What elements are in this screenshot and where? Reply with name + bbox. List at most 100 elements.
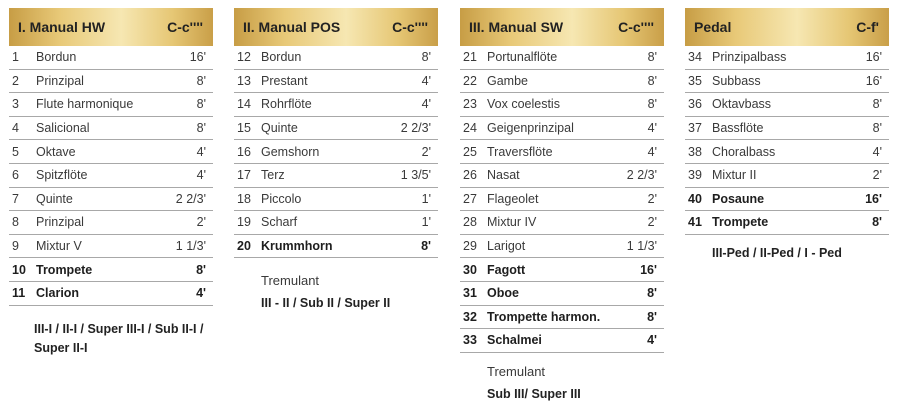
stop-row: 41 Trompete 8'	[685, 211, 889, 235]
stop-row: 14 Rohrflöte 4'	[234, 93, 438, 117]
stop-pitch: 8'	[872, 97, 882, 112]
stop-name: Larigot	[487, 239, 526, 254]
stop-row: 7 Quinte 2 2/3'	[9, 188, 213, 212]
division-header: I. Manual HW C-c''''	[9, 8, 213, 46]
stop-number: 20	[237, 239, 251, 254]
division-header: II. Manual POS C-c''''	[234, 8, 438, 46]
stop-number: 12	[237, 50, 251, 65]
stop-number: 15	[237, 121, 251, 136]
stop-row: 25 Traversflöte 4'	[460, 140, 664, 164]
stop-row: 16 Gemshorn 2'	[234, 140, 438, 164]
stop-name: Trompete	[36, 262, 93, 277]
division-range: C-c''''	[167, 19, 203, 35]
stop-number: 6	[12, 168, 19, 183]
division-title: III. Manual SW	[469, 19, 564, 35]
stop-pitch: 8'	[647, 50, 657, 65]
stop-row: 13 Prestant 4'	[234, 70, 438, 94]
division-range: C-c''''	[392, 19, 428, 35]
stop-row: 12 Bordun 8'	[234, 46, 438, 70]
stop-number: 21	[463, 50, 477, 65]
stop-name: Salicional	[36, 121, 90, 136]
stop-row: 33 Schalmei 4'	[460, 329, 664, 353]
stop-name: Geigenprinzipal	[487, 121, 574, 136]
stop-pitch: 8'	[421, 239, 431, 254]
stop-number: 16	[237, 144, 251, 159]
stop-number: 29	[463, 239, 477, 254]
stop-row: 29 Larigot 1 1/3'	[460, 235, 664, 259]
stop-row: 8 Prinzipal 2'	[9, 211, 213, 235]
stop-pitch: 4'	[196, 286, 206, 301]
stop-number: 13	[237, 73, 251, 88]
stop-row: 35 Subbass 16'	[685, 70, 889, 94]
stop-row: 24 Geigenprinzipal 4'	[460, 117, 664, 141]
stop-pitch: 2'	[872, 168, 882, 183]
stop-name: Clarion	[36, 286, 80, 301]
stop-pitch: 8'	[872, 215, 882, 230]
stop-number: 33	[463, 333, 477, 348]
division-pedal: Pedal C-f' 34 Prinzipalbass 16' 35 Subbass 16…	[685, 8, 889, 235]
division-manual-hw: I. Manual HW C-c'''' 1 Bordun 16' 2 Prinzipa…	[9, 8, 213, 306]
stop-number: 7	[12, 191, 19, 206]
stop-number: 9	[12, 239, 19, 254]
stop-number: 37	[688, 121, 702, 136]
stop-list: 21 Portunalflöte 8' 22 Gambe 8' 23 Vox coelesti…	[460, 46, 664, 353]
stop-row: 10 Trompete 8'	[9, 258, 213, 282]
stop-row: 15 Quinte 2 2/3'	[234, 117, 438, 141]
stop-name: Vox coelestis	[487, 97, 560, 112]
stop-row: 11 Clarion 4'	[9, 282, 213, 306]
stop-number: 27	[463, 191, 477, 206]
stop-number: 30	[463, 262, 477, 277]
stop-pitch: 16'	[865, 73, 882, 88]
division-manual-pos: II. Manual POS C-c'''' 12 Bordun 8' 13 Prest…	[234, 8, 438, 259]
stop-name: Nasat	[487, 168, 520, 183]
stop-pitch: 2'	[421, 144, 431, 159]
stop-name: Terz	[261, 168, 285, 183]
stop-name: Quinte	[36, 191, 73, 206]
division-range: C-f'	[856, 19, 879, 35]
stop-row: 34 Prinzipalbass 16'	[685, 46, 889, 70]
stop-name: Prinzipal	[36, 215, 84, 230]
couplers-manual-sw: Sub III/ Super III	[487, 387, 581, 401]
stop-number: 11	[12, 286, 26, 301]
stop-pitch: 4'	[647, 144, 657, 159]
stop-row: 26 Nasat 2 2/3'	[460, 164, 664, 188]
stop-row: 27 Flageolet 2'	[460, 188, 664, 212]
stop-row: 6 Spitzflöte 4'	[9, 164, 213, 188]
stop-row: 18 Piccolo 1'	[234, 188, 438, 212]
division-header: Pedal C-f'	[685, 8, 889, 46]
stop-name: Choralbass	[712, 144, 776, 159]
couplers-manual-hw: III-I / II-I / Super III-I / Sub II-I / …	[34, 322, 204, 355]
stop-row: 5 Oktave 4'	[9, 140, 213, 164]
stop-pitch: 16'	[640, 262, 657, 277]
stop-number: 25	[463, 144, 477, 159]
stop-pitch: 8'	[872, 121, 882, 136]
stop-pitch: 2'	[647, 215, 657, 230]
stop-row: 4 Salicional 8'	[9, 117, 213, 141]
stop-pitch: 4'	[647, 333, 657, 348]
stop-name: Oboe	[487, 286, 519, 301]
stop-pitch: 2'	[647, 191, 657, 206]
stop-pitch: 8'	[647, 97, 657, 112]
stop-pitch: 16'	[189, 50, 206, 65]
stop-number: 35	[688, 73, 702, 88]
stop-number: 17	[237, 168, 251, 183]
stop-name: Flute harmonique	[36, 97, 134, 112]
stop-pitch: 4'	[421, 73, 431, 88]
stop-name: Schalmei	[487, 333, 542, 348]
stop-row: 40 Posaune 16'	[685, 188, 889, 212]
stop-pitch: 4'	[421, 97, 431, 112]
stop-name: Trompette harmon.	[487, 309, 601, 324]
stop-number: 41	[688, 215, 702, 230]
stop-name: Spitzflöte	[36, 168, 88, 183]
stop-number: 24	[463, 121, 477, 136]
stop-name: Bassflöte	[712, 121, 764, 136]
stop-pitch: 2 2/3'	[400, 121, 431, 136]
stop-pitch: 8'	[196, 97, 206, 112]
stop-name: Fagott	[487, 262, 526, 277]
division-title: Pedal	[694, 19, 732, 35]
stop-number: 36	[688, 97, 702, 112]
stop-name: Piccolo	[261, 191, 302, 206]
division-title: I. Manual HW	[18, 19, 106, 35]
stop-row: 28 Mixtur IV 2'	[460, 211, 664, 235]
division-header: III. Manual SW C-c''''	[460, 8, 664, 46]
